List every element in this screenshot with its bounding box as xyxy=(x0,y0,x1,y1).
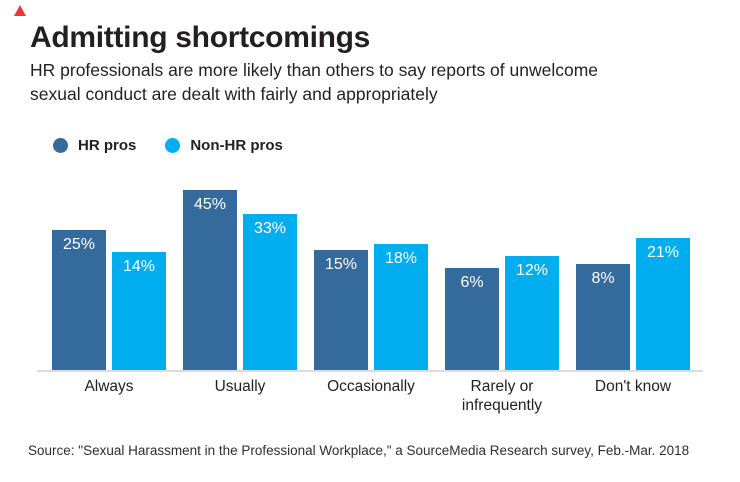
bar-value-label: 33% xyxy=(253,220,287,237)
bar-hr-pros-usually: 45% xyxy=(183,190,237,370)
x-axis-line xyxy=(37,370,703,372)
category-label-always: Always xyxy=(84,378,134,395)
bar-value-label: 15% xyxy=(324,256,358,273)
bar-non-hr-pros-rarely-or-infrequently: 12% xyxy=(505,256,559,370)
bar-value-label: 18% xyxy=(384,250,418,267)
legend-label-hr-pros: HR pros xyxy=(78,137,137,154)
category-label-usually: Usually xyxy=(214,378,266,395)
bar-value-label: 45% xyxy=(193,196,227,213)
chart-subtitle: HR professionals are more likely than ot… xyxy=(30,60,599,104)
legend-label-non-hr-pros: Non-HR pros xyxy=(190,137,283,154)
bar-value-label: 21% xyxy=(646,244,680,261)
bar-non-hr-pros-usually: 33% xyxy=(243,214,297,370)
source-note: Source: "Sexual Harassment in the Profes… xyxy=(28,443,690,458)
bar-non-hr-pros-always: 14% xyxy=(112,252,166,370)
bar-value-label: 25% xyxy=(62,236,96,253)
bar-non-hr-pros-occasionally: 18% xyxy=(374,244,428,370)
bar-value-label: 6% xyxy=(460,274,484,291)
legend-item-hr-pros: HR pros xyxy=(53,137,136,154)
bar-hr-pros-always: 25% xyxy=(52,230,106,370)
bar-non-hr-pros-don-t-know: 21% xyxy=(636,238,690,370)
legend-item-non-hr-pros: Non-HR pros xyxy=(165,137,283,154)
bar-hr-pros-don-t-know: 8% xyxy=(576,264,630,370)
legend-dot-non-hr-pros xyxy=(165,138,181,153)
brand-triangle-icon xyxy=(14,5,26,16)
bar-value-label: 14% xyxy=(122,258,156,275)
chart-legend: HR pros Non-HR pros xyxy=(53,137,283,154)
page-title: Admitting shortcomings xyxy=(30,21,371,54)
bar-hr-pros-occasionally: 15% xyxy=(314,250,368,370)
category-label-occasionally: Occasionally xyxy=(327,378,415,395)
bar-value-label: 8% xyxy=(591,270,615,287)
category-label-rarely-or-infrequently: Rarely or infrequently xyxy=(461,378,543,414)
bar-hr-pros-rarely-or-infrequently: 6% xyxy=(445,268,499,370)
category-label-don-t-know: Don't know xyxy=(594,378,672,395)
legend-dot-hr-pros xyxy=(53,138,68,153)
bar-value-label: 12% xyxy=(515,262,549,279)
